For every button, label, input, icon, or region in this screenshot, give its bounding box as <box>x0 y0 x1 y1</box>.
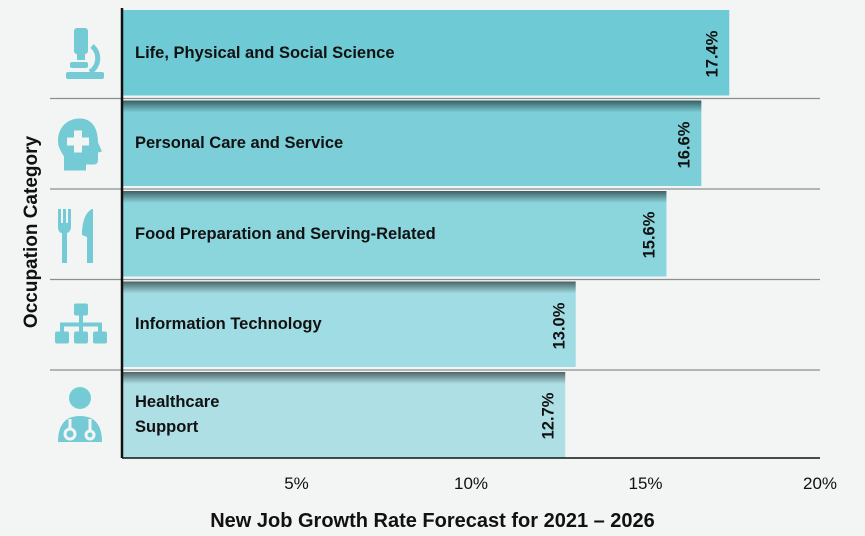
bar-shadow <box>122 372 566 384</box>
category-label-line: Healthcare <box>135 393 220 412</box>
category-label: Food Preparation and Serving-Related <box>135 222 436 247</box>
category-label: Information Technology <box>135 312 322 337</box>
category-label-line: Information Technology <box>135 315 322 334</box>
category-label-line: Life, Physical and Social Science <box>135 43 395 62</box>
x-tick-label: 15% <box>628 474 663 493</box>
microscope-icon <box>66 28 104 79</box>
category-label: Personal Care and Service <box>135 131 343 156</box>
bar <box>122 10 730 96</box>
x-tick-label: 20% <box>802 474 838 493</box>
bar-shadow <box>122 281 576 294</box>
category-label: Life, Physical and Social Science <box>135 41 395 66</box>
head-medical-cross-icon <box>58 118 102 171</box>
category-label-line: Personal Care and Service <box>135 134 344 153</box>
x-tick-label: 5% <box>284 474 309 493</box>
bar <box>122 191 667 277</box>
category-label-line: Food Preparation and Serving-Related <box>135 224 436 243</box>
fork-knife-icon <box>58 209 93 263</box>
category-label: Healthcare Support <box>135 390 219 440</box>
x-axis-label: New Job Growth Rate Forecast for 2021 – … <box>210 510 655 532</box>
category-label-line: Support <box>135 418 199 437</box>
bar <box>122 281 576 367</box>
bar-shadow <box>122 191 667 203</box>
doctor-stethoscope-icon <box>58 387 102 442</box>
bar <box>122 372 566 458</box>
bar-shadow <box>122 100 702 113</box>
network-hierarchy-icon <box>55 303 107 344</box>
x-tick-label: 10% <box>453 474 489 493</box>
bar <box>122 100 702 186</box>
